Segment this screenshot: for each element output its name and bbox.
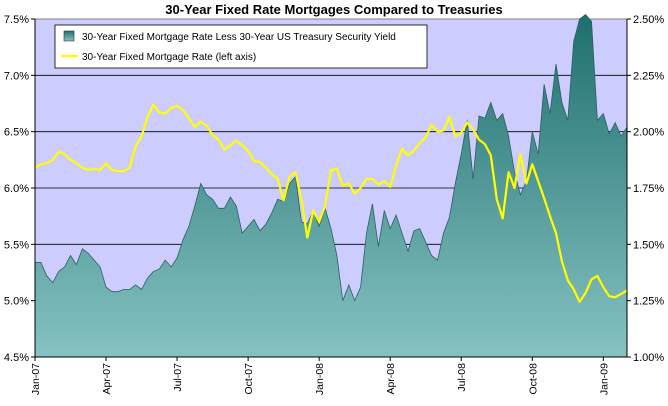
left-axis-tick-label: 5.0% [4, 296, 29, 308]
series-spread-area [34, 13, 628, 358]
right-axis-tick-label: 2.00% [633, 127, 664, 139]
right-axis-tick-label: 1.75% [633, 183, 664, 195]
legend: 30-Year Fixed Mortgage Rate Less 30-Year… [54, 24, 428, 69]
x-axis-tick-label: Apr-08 [385, 363, 397, 395]
right-axis-tick-label: 1.00% [633, 352, 664, 364]
x-axis-tick-label: Jul-08 [456, 363, 468, 392]
x-axis-tick-label: Jul-07 [172, 363, 184, 392]
left-axis-tick-label: 7.0% [4, 70, 29, 82]
chart-title: 30-Year Fixed Rate Mortgages Compared to… [165, 2, 502, 17]
legend-swatch-spread [63, 30, 75, 42]
right-axis-tick-label: 2.50% [633, 14, 664, 26]
x-axis-tick-label: Apr-07 [101, 363, 113, 395]
right-axis-tick-label: 1.50% [633, 239, 664, 251]
legend-label-mortgage: 30-Year Fixed Mortgage Rate (left axis) [82, 52, 256, 63]
series-layer [34, 13, 628, 358]
left-axis-tick-label: 6.0% [4, 183, 29, 195]
series-mortgage-line [34, 103, 628, 303]
left-axis-tick-label: 7.5% [4, 14, 29, 26]
right-axis-tick-label: 2.25% [633, 70, 664, 82]
axes: 4.5% 5.0% 5.5% 6.0% 6.5% 7.0% 7.5% 1.00% 1.25% 1.… [4, 14, 664, 395]
right-axis-tick-label: 1.25% [633, 296, 664, 308]
legend-label-spread: 30-Year Fixed Mortgage Rate Less 30-Year… [82, 32, 396, 43]
x-axis-tick-label: Jan-09 [598, 363, 610, 395]
legend-box [54, 24, 428, 69]
x-axis-tick-label: Jan-08 [314, 363, 326, 395]
left-axis-tick-label: 5.5% [4, 239, 29, 251]
x-axis-tick-label: Oct-08 [527, 363, 539, 395]
left-axis-tick-label: 6.5% [4, 127, 29, 139]
left-axis-tick-label: 4.5% [4, 352, 29, 364]
x-axis-tick-label: Oct-07 [243, 363, 255, 395]
x-axis-tick-label: Jan-07 [30, 363, 42, 395]
